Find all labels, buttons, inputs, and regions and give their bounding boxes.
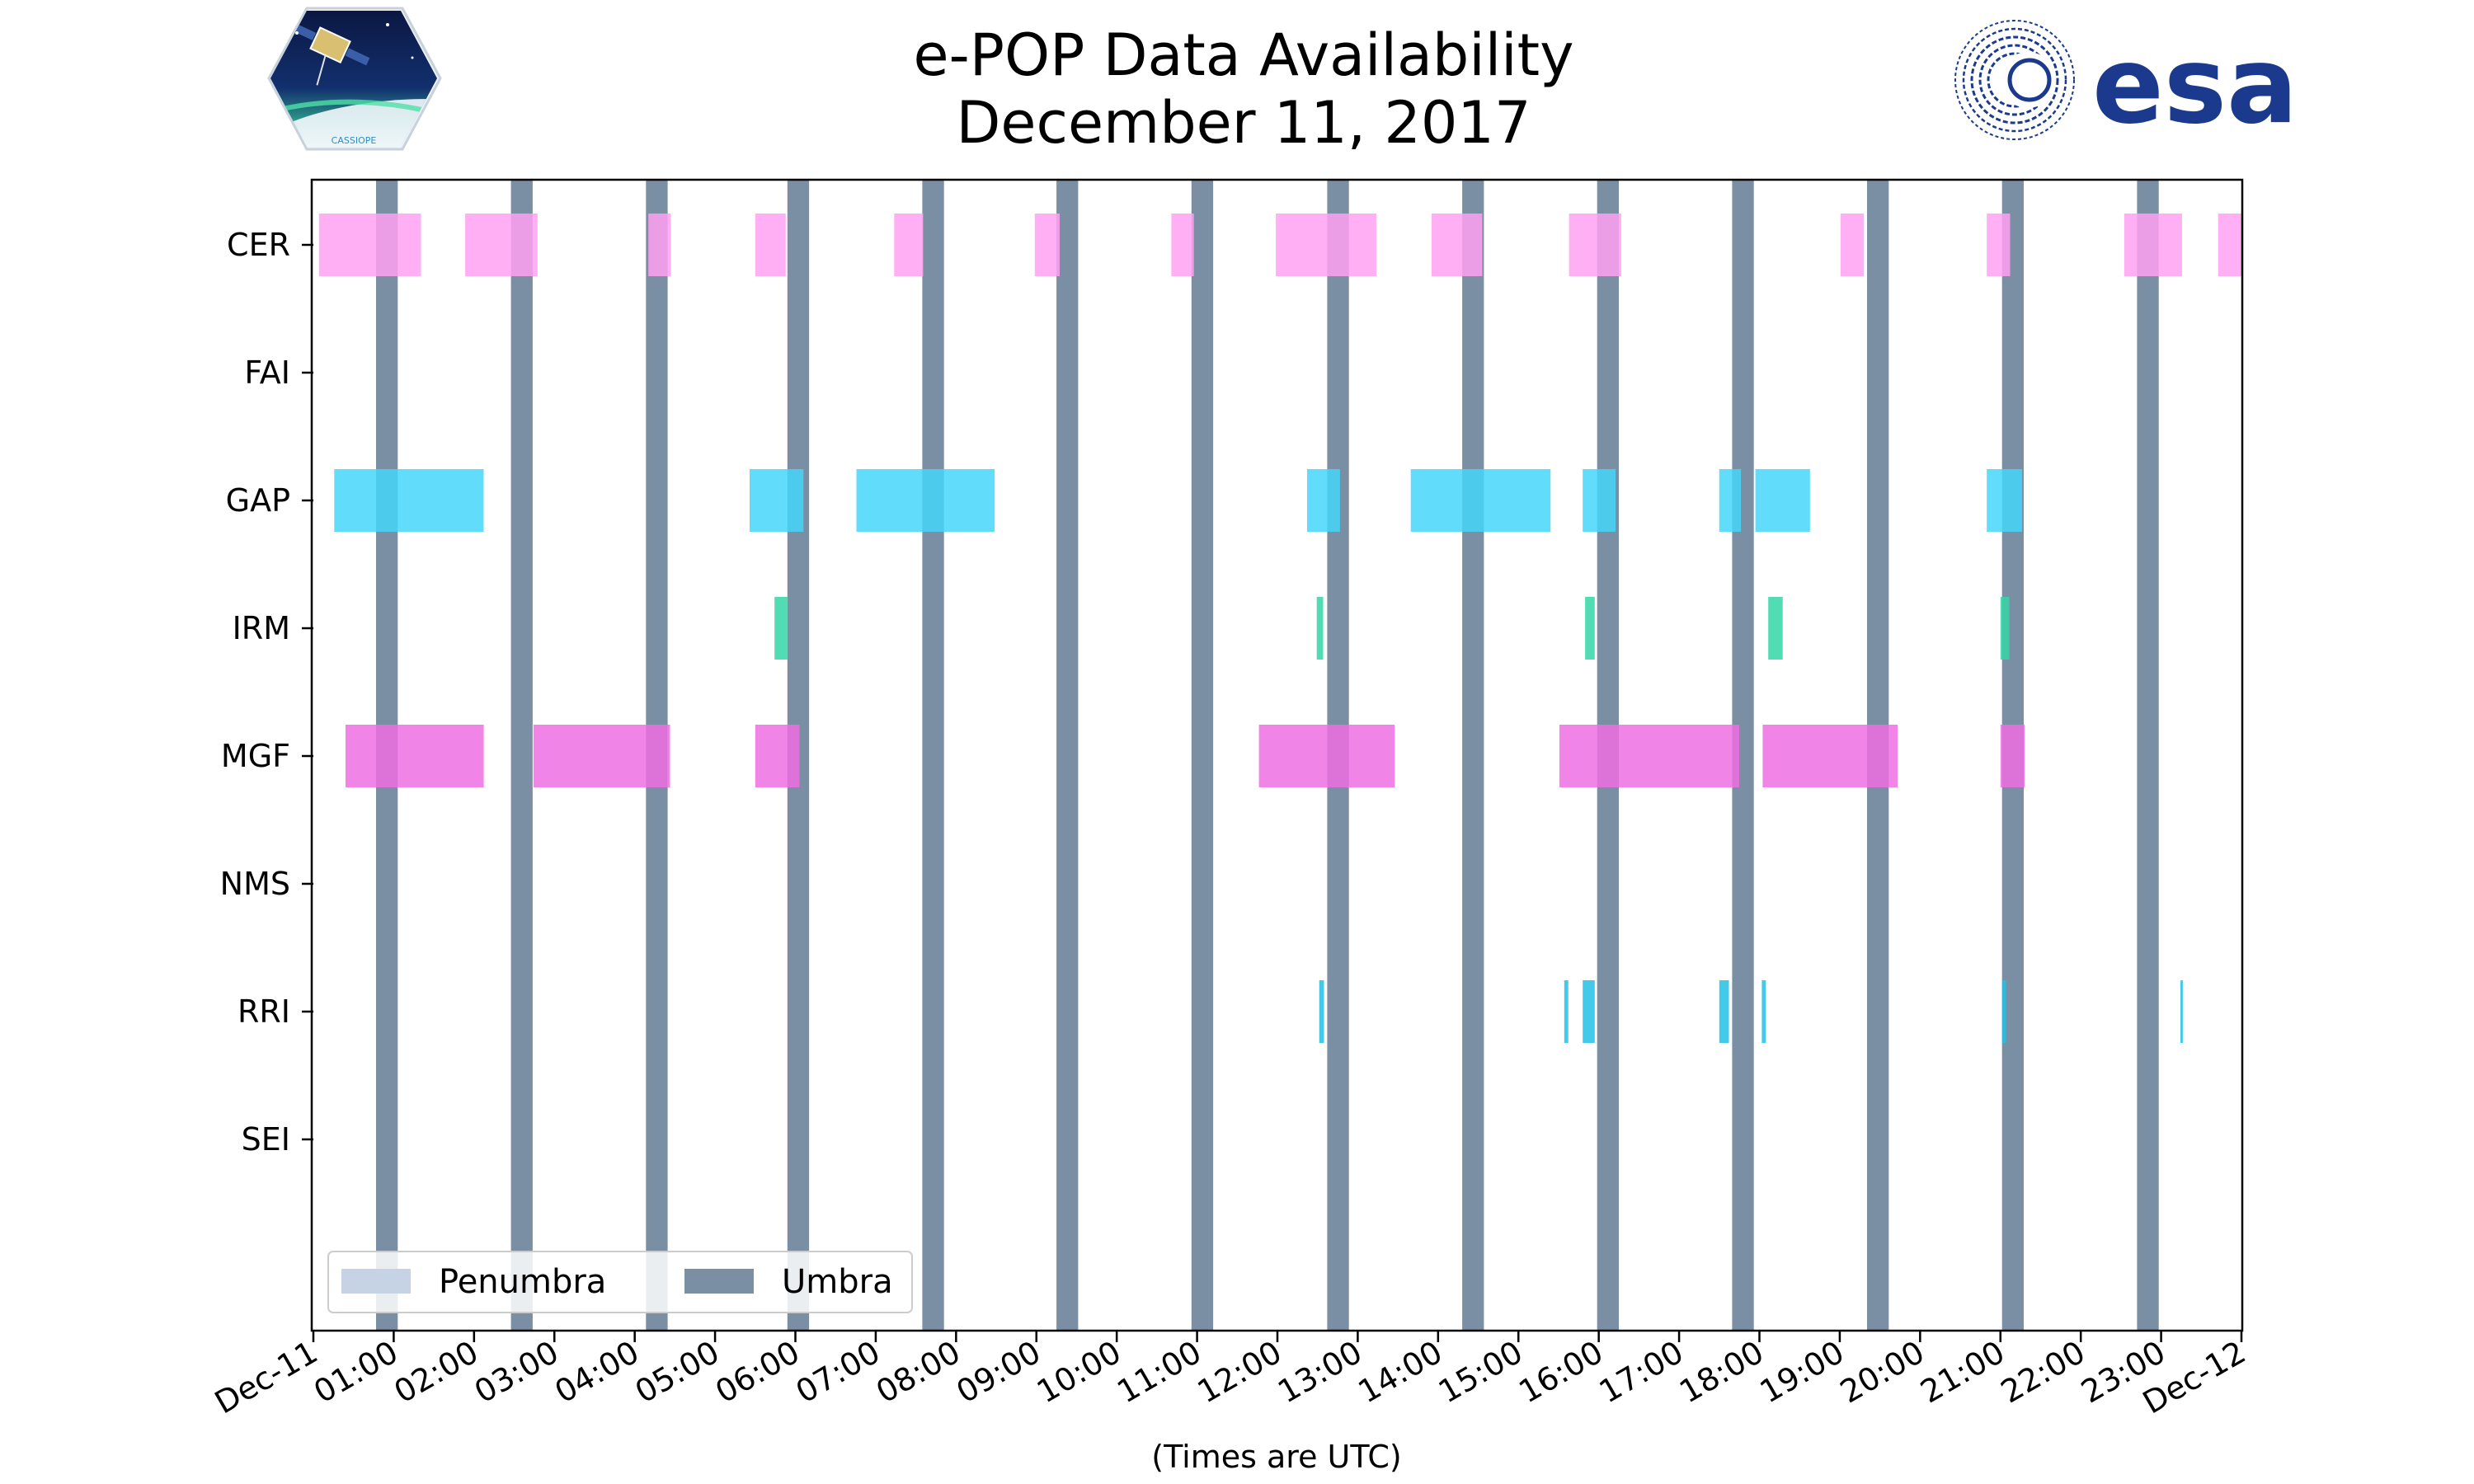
- bar-gap-6: [1583, 469, 1616, 532]
- bar-mgf-2: [533, 725, 670, 787]
- x-tick-label-04-00: 04:00: [548, 1334, 645, 1411]
- legend-label-umbra: Umbra: [782, 1263, 893, 1301]
- bar-irm-1: [774, 597, 788, 660]
- bar-cer-4: [755, 214, 786, 276]
- bar-cer-1: [318, 214, 421, 276]
- bar-irm-5: [2000, 597, 2010, 660]
- bar-cer-5: [894, 214, 924, 276]
- cassiope-logo-text: CASSIOPE: [332, 135, 377, 146]
- x-tick-label-10-00: 10:00: [1031, 1334, 1127, 1411]
- instrument-bars-layer: [318, 214, 2241, 1043]
- y-tick-label-irm: IRM: [233, 610, 290, 646]
- bar-rri-5: [1761, 980, 1766, 1043]
- umbra-band-7: [1191, 180, 1214, 1331]
- bar-gap-7: [1719, 469, 1742, 532]
- bar-cer-14: [2218, 214, 2241, 276]
- bar-cer-2: [465, 214, 538, 276]
- umbra-band-14: [2137, 180, 2159, 1331]
- umbra-band-5: [922, 180, 944, 1331]
- esa-logo: esa: [1954, 20, 2298, 148]
- y-tick-label-rri: RRI: [238, 993, 290, 1030]
- y-tick-label-sei: SEI: [242, 1121, 290, 1158]
- legend-swatch-umbra: [684, 1269, 754, 1294]
- cassiope-logo: CASSIOPE: [267, 7, 442, 151]
- bar-rri-4: [1719, 980, 1729, 1043]
- bar-rri-3: [1583, 980, 1595, 1043]
- chart-title-line-1: e-POP Data Availability: [913, 21, 1573, 89]
- x-tick-label-02-00: 02:00: [388, 1334, 484, 1411]
- bar-rri-6: [2001, 980, 2006, 1043]
- umbra-band-9: [1462, 180, 1484, 1331]
- bar-cer-10: [1569, 214, 1621, 276]
- bar-rri-2: [1564, 980, 1569, 1043]
- bar-irm-4: [1768, 597, 1783, 660]
- bar-cer-3: [648, 214, 671, 276]
- bar-mgf-3: [755, 725, 800, 787]
- x-tick-label-16-00: 16:00: [1512, 1334, 1609, 1411]
- bar-cer-8: [1276, 214, 1376, 276]
- x-tick-label-14-00: 14:00: [1352, 1334, 1448, 1411]
- x-tick-label-12-00: 12:00: [1192, 1334, 1288, 1411]
- bar-gap-2: [750, 469, 804, 532]
- x-tick-label-13-00: 13:00: [1272, 1334, 1368, 1411]
- bar-mgf-7: [2000, 725, 2025, 787]
- bar-cer-7: [1171, 214, 1194, 276]
- y-tick-label-fai: FAI: [244, 355, 290, 391]
- x-tick-label-18-00: 18:00: [1673, 1334, 1770, 1411]
- y-tick-label-gap: GAP: [226, 482, 290, 519]
- x-tick-label-19-00: 19:00: [1754, 1334, 1851, 1411]
- x-tick-label-20-00: 20:00: [1834, 1334, 1931, 1411]
- bar-cer-9: [1432, 214, 1483, 276]
- x-tick-label-dec-11: Dec-11: [209, 1334, 323, 1421]
- bar-gap-1: [334, 469, 484, 532]
- bar-rri-1: [1319, 980, 1324, 1043]
- legend: Penumbra Umbra: [327, 1251, 913, 1313]
- x-tick-label-07-00: 07:00: [790, 1334, 887, 1411]
- legend-label-penumbra: Penumbra: [439, 1263, 606, 1301]
- y-tick-label-mgf: MGF: [221, 738, 290, 774]
- x-tick-label-11-00: 11:00: [1111, 1334, 1207, 1411]
- y-tick-label-cer: CER: [227, 227, 290, 263]
- bar-gap-3: [856, 469, 995, 532]
- x-tick-label-15-00: 15:00: [1432, 1334, 1529, 1411]
- legend-frame: [327, 1251, 913, 1313]
- x-tick-label-17-00: 17:00: [1593, 1334, 1690, 1411]
- bar-cer-11: [1840, 214, 1865, 276]
- x-tick-label-21-00: 21:00: [1914, 1334, 2011, 1411]
- plot-frame: [310, 178, 2244, 1332]
- bar-cer-12: [1987, 214, 2011, 276]
- bar-mgf-4: [1258, 725, 1395, 787]
- bar-irm-2: [1316, 597, 1324, 660]
- x-tick-label-08-00: 08:00: [870, 1334, 967, 1411]
- x-tick-label-05-00: 05:00: [629, 1334, 726, 1411]
- bar-gap-5: [1410, 469, 1551, 532]
- bar-gap-9: [1987, 469, 2023, 532]
- umbra-band-6: [1056, 180, 1079, 1331]
- esa-logo-text: esa: [2092, 25, 2298, 148]
- x-tick-label-22-00: 22:00: [1995, 1334, 2091, 1411]
- umbra-band-2: [510, 180, 533, 1331]
- bar-gap-8: [1755, 469, 1810, 532]
- x-tick-label-03-00: 03:00: [468, 1334, 565, 1411]
- y-tick-label-nms: NMS: [220, 866, 290, 902]
- bar-mgf-5: [1559, 725, 1740, 787]
- bar-cer-13: [2124, 214, 2182, 276]
- bar-cer-6: [1034, 214, 1060, 276]
- bar-mgf-6: [1762, 725, 1898, 787]
- bar-rri-7: [2180, 980, 2183, 1043]
- x-tick-label-09-00: 09:00: [950, 1334, 1047, 1411]
- x-axis-label: (Times are UTC): [1151, 1439, 1401, 1475]
- x-tick-label-06-00: 06:00: [709, 1334, 806, 1411]
- esa-swirl-icon: [1954, 20, 2075, 140]
- y-axis: CER FAI GAP IRM MGF NMS RRI SEI: [220, 227, 313, 1158]
- x-axis: Dec-1101:0002:0003:0004:0005:0006:0007:0…: [209, 1331, 2252, 1421]
- chart-title-line-2: December 11, 2017: [957, 89, 1531, 157]
- legend-swatch-penumbra: [341, 1269, 411, 1294]
- bar-mgf-1: [346, 725, 484, 787]
- bar-gap-4: [1307, 469, 1340, 532]
- x-tick-label-01-00: 01:00: [308, 1334, 404, 1411]
- bar-irm-3: [1585, 597, 1595, 660]
